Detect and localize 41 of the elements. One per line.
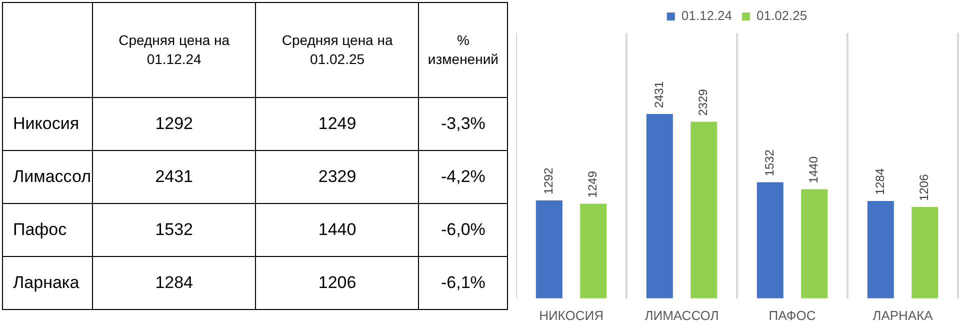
- text: % изменений: [418, 2, 508, 98]
- category-label: Лимассол: [2, 150, 92, 204]
- data-label: -6,1%: [418, 256, 508, 310]
- legend-label: 01.02.25: [756, 8, 808, 24]
- category-label: Пафос: [2, 203, 92, 256]
- bar: [756, 182, 784, 298]
- data-label: 1532: [92, 203, 256, 256]
- text: Средняя цена на 01.02.25: [256, 2, 419, 98]
- data-label: 1284: [872, 168, 887, 196]
- data-label: 1206: [256, 256, 419, 310]
- bar: [536, 200, 562, 298]
- data-label: 1532: [762, 149, 776, 176]
- category-label: Никосия: [2, 97, 92, 150]
- bar: [867, 201, 894, 298]
- data-label: 1440: [256, 203, 419, 256]
- data-label: 1284: [92, 256, 256, 310]
- data-label: 1249: [256, 97, 419, 150]
- data-label: -6,0%: [418, 203, 508, 256]
- data-label: 1292: [541, 167, 556, 194]
- bar: [912, 206, 938, 298]
- data-label: -3,3%: [418, 97, 508, 150]
- x-tick-label: ЛИМАССОЛ: [644, 308, 719, 323]
- bar: [801, 189, 828, 298]
- bar: [690, 122, 718, 298]
- data-label: 2329: [256, 150, 419, 204]
- text: Средняя цена на 01.12.24: [92, 2, 256, 98]
- data-label: 2431: [92, 150, 256, 204]
- data-label: 1440: [806, 156, 821, 184]
- bar: [580, 204, 607, 298]
- x-tick-label: ЛАРНАКА: [872, 308, 934, 323]
- data-label: 1292: [92, 97, 256, 150]
- data-label: -4,2%: [418, 150, 508, 204]
- legend-label: 01.12.24: [681, 8, 732, 24]
- x-tick-label: ПАФОС: [768, 308, 816, 323]
- x-tick-label: НИКОСИЯ: [539, 308, 604, 323]
- data-label: 1206: [917, 174, 932, 201]
- data-label: 2431: [652, 81, 666, 108]
- bar: [646, 114, 673, 298]
- data-label: 2329: [696, 88, 710, 116]
- data-label: 1249: [586, 170, 600, 198]
- category-label: Ларнака: [2, 256, 92, 310]
